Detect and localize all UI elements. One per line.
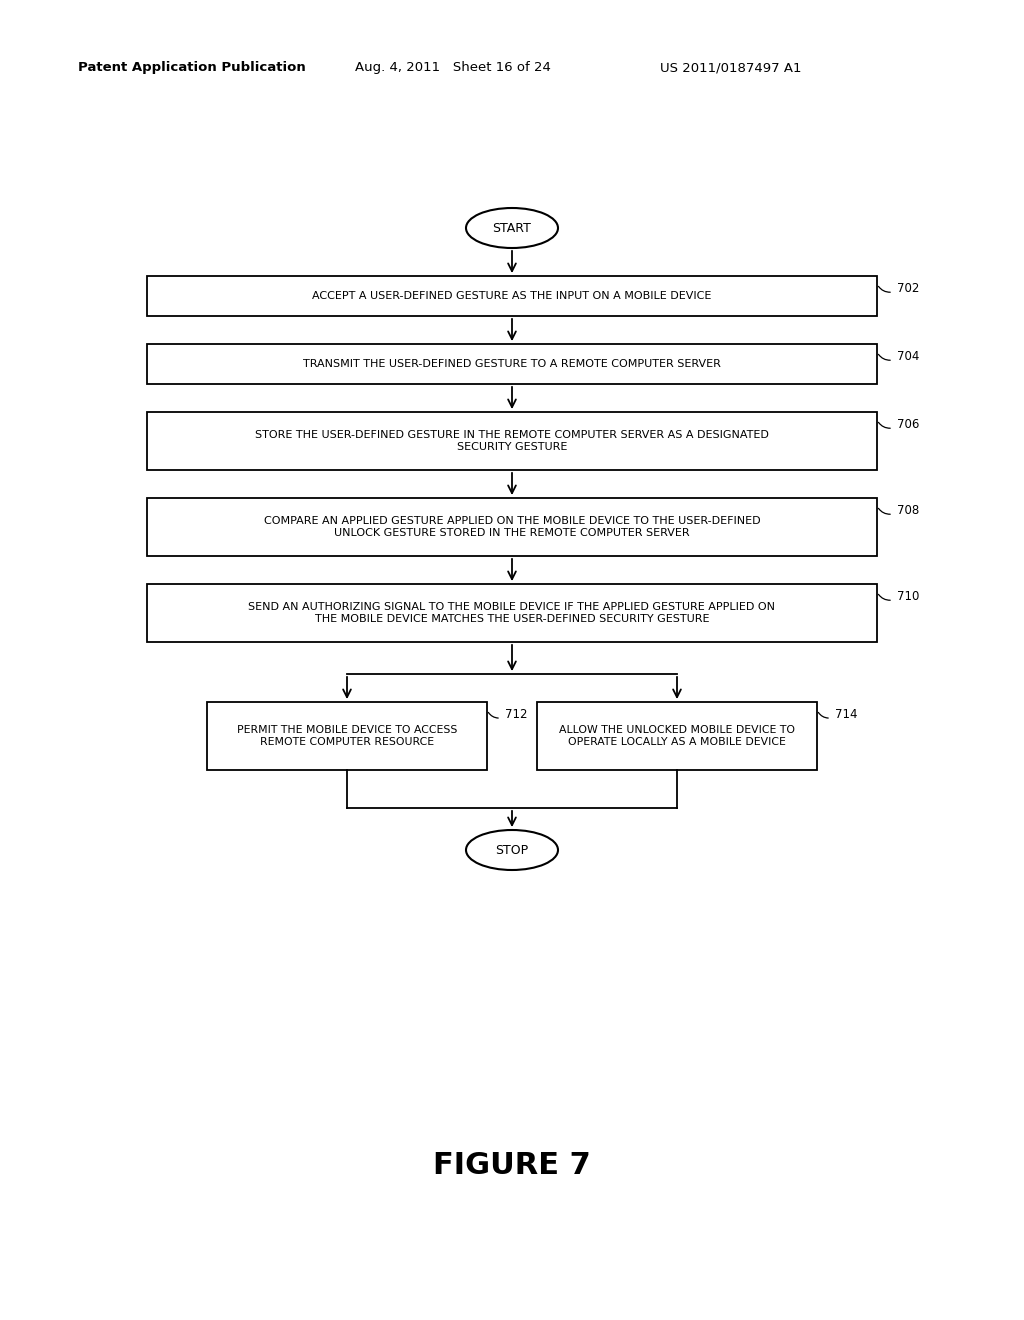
Text: TRANSMIT THE USER-DEFINED GESTURE TO A REMOTE COMPUTER SERVER: TRANSMIT THE USER-DEFINED GESTURE TO A R…	[303, 359, 721, 370]
Bar	[147, 412, 877, 470]
Text: 706: 706	[897, 418, 920, 432]
Text: PERMIT THE MOBILE DEVICE TO ACCESS
REMOTE COMPUTER RESOURCE: PERMIT THE MOBILE DEVICE TO ACCESS REMOT…	[237, 725, 457, 747]
Text: START: START	[493, 222, 531, 235]
Bar	[147, 583, 877, 642]
Text: STOP: STOP	[496, 843, 528, 857]
Bar	[147, 276, 877, 315]
Text: 702: 702	[897, 282, 920, 294]
Text: FIGURE 7: FIGURE 7	[433, 1151, 591, 1180]
Text: SEND AN AUTHORIZING SIGNAL TO THE MOBILE DEVICE IF THE APPLIED GESTURE APPLIED O: SEND AN AUTHORIZING SIGNAL TO THE MOBILE…	[249, 602, 775, 624]
Text: 704: 704	[897, 350, 920, 363]
Text: US 2011/0187497 A1: US 2011/0187497 A1	[660, 62, 802, 74]
Bar	[147, 345, 877, 384]
Bar	[147, 498, 877, 556]
Text: 710: 710	[897, 590, 920, 603]
Text: ALLOW THE UNLOCKED MOBILE DEVICE TO
OPERATE LOCALLY AS A MOBILE DEVICE: ALLOW THE UNLOCKED MOBILE DEVICE TO OPER…	[559, 725, 795, 747]
Text: Patent Application Publication: Patent Application Publication	[78, 62, 306, 74]
Text: STORE THE USER-DEFINED GESTURE IN THE REMOTE COMPUTER SERVER AS A DESIGNATED
SEC: STORE THE USER-DEFINED GESTURE IN THE RE…	[255, 430, 769, 451]
Text: 714: 714	[835, 708, 857, 721]
Text: 712: 712	[505, 708, 527, 721]
Bar	[537, 702, 817, 770]
Text: COMPARE AN APPLIED GESTURE APPLIED ON THE MOBILE DEVICE TO THE USER-DEFINED
UNLO: COMPARE AN APPLIED GESTURE APPLIED ON TH…	[264, 516, 760, 537]
Bar	[207, 702, 487, 770]
Text: 708: 708	[897, 504, 920, 517]
Text: ACCEPT A USER-DEFINED GESTURE AS THE INPUT ON A MOBILE DEVICE: ACCEPT A USER-DEFINED GESTURE AS THE INP…	[312, 290, 712, 301]
Text: Aug. 4, 2011   Sheet 16 of 24: Aug. 4, 2011 Sheet 16 of 24	[355, 62, 551, 74]
